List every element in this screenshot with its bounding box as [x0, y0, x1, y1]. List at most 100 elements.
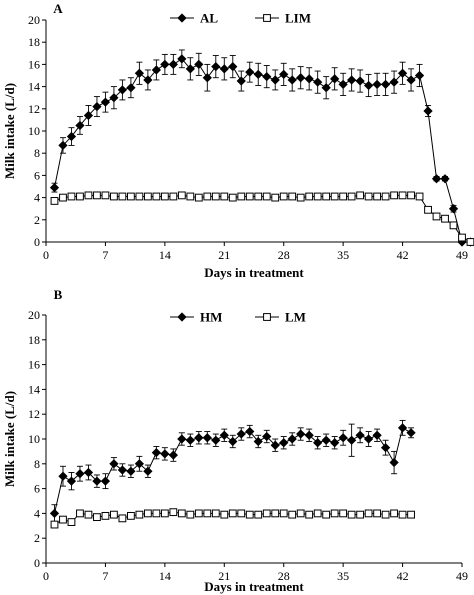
x-tick-label: 21 — [218, 248, 230, 262]
legend-label: AL — [200, 11, 218, 26]
data-point-hm — [202, 433, 212, 443]
data-point-lm — [373, 509, 382, 518]
data-point-al — [313, 77, 323, 87]
y-tick-label: 16 — [28, 358, 40, 372]
data-point-lim — [211, 192, 220, 201]
legend-item-hm: HM — [170, 310, 222, 325]
data-point-hm — [58, 471, 68, 481]
data-point-lm — [254, 510, 263, 519]
x-tick-label: 49 — [456, 569, 468, 583]
data-point-lim — [330, 192, 339, 201]
data-point-hm — [211, 435, 221, 445]
data-point-lm — [126, 511, 135, 520]
legend: AL LIM — [170, 11, 311, 26]
data-point-al — [100, 97, 111, 107]
data-point-lm — [211, 509, 220, 518]
data-point-al — [287, 75, 297, 85]
data-point-al — [177, 54, 187, 64]
data-point-hm — [219, 430, 229, 440]
data-point-lim — [194, 193, 203, 202]
y-tick-label: 4 — [34, 191, 40, 205]
data-point-lim — [76, 192, 84, 201]
x-tick-label: 7 — [102, 569, 108, 583]
data-point-lim — [126, 192, 135, 201]
data-point-hm — [160, 449, 170, 459]
data-point-al — [448, 204, 459, 214]
data-point-lim — [245, 192, 254, 201]
data-point-al — [440, 174, 450, 184]
chart-panel-b: 0 2 4 6 8 10 12 14 16 18 20 0 7 14 21 28 35 42 49 Days in t… — [2, 287, 468, 594]
data-point-lim — [262, 192, 271, 201]
data-point-lm — [152, 509, 161, 518]
data-point-lim — [313, 192, 322, 201]
data-point-lm — [262, 509, 271, 518]
data-point-lm — [186, 510, 195, 519]
data-point-al — [109, 93, 119, 103]
chart-panel-a: 0 2 4 6 8 10 12 14 16 18 20 0 7 14 21 28 35 42 49 Days in t… — [2, 1, 474, 280]
data-point-lm — [220, 510, 229, 519]
data-point-hm — [134, 459, 145, 469]
data-point-lm — [271, 509, 280, 518]
data-point-lim — [441, 214, 449, 223]
data-point-al — [126, 83, 136, 93]
data-point-lim — [203, 192, 212, 201]
x-tick-label: 28 — [278, 569, 290, 583]
data-point-lim — [254, 192, 263, 201]
data-point-lm — [305, 510, 314, 519]
y-tick-label: 20 — [28, 13, 40, 27]
y-tick-label: 0 — [34, 556, 40, 570]
data-point-lm — [50, 520, 59, 529]
data-point-lm — [279, 509, 288, 518]
data-point-al — [49, 182, 60, 193]
data-point-lm — [313, 509, 322, 518]
x-tick-label: 35 — [337, 569, 349, 583]
data-point-hm — [245, 426, 255, 437]
data-point-al — [168, 59, 178, 70]
data-point-lim — [118, 192, 127, 201]
data-point-lm — [228, 509, 237, 518]
x-tick-label: 0 — [43, 248, 49, 262]
data-point-lim — [288, 192, 297, 201]
data-point-lm — [84, 510, 93, 519]
data-point-lim — [169, 192, 178, 201]
data-point-lim — [110, 192, 118, 201]
legend-label: LM — [285, 310, 306, 325]
data-point-hm — [109, 459, 119, 469]
data-point-lim — [305, 192, 314, 201]
data-point-al — [219, 64, 229, 74]
data-point-lim — [339, 192, 348, 201]
data-point-lim — [381, 192, 390, 201]
y-tick-label: 6 — [34, 482, 40, 496]
y-tick-label: 18 — [28, 35, 40, 49]
data-point-lm — [203, 509, 212, 518]
data-point-hm — [262, 431, 272, 442]
data-point-lim — [407, 191, 415, 200]
data-point-al — [134, 68, 145, 78]
data-point-lm — [143, 509, 152, 518]
data-point-lim — [373, 192, 382, 201]
data-point-lm — [288, 510, 297, 519]
legend-item-lm: LM — [255, 310, 306, 325]
data-point-al — [321, 83, 331, 93]
data-point-hm — [75, 469, 85, 479]
data-point-al — [202, 73, 212, 83]
data-point-lm — [169, 508, 178, 517]
legend-marker — [177, 312, 187, 322]
data-point-lm — [390, 509, 398, 518]
data-point-lim — [160, 192, 169, 201]
y-tick-label: 10 — [28, 432, 40, 446]
data-point-hm — [363, 434, 374, 444]
y-tick-label: 18 — [28, 333, 40, 347]
data-point-lm — [67, 518, 76, 526]
data-point-hm — [347, 435, 357, 445]
x-tick-label: 0 — [43, 569, 49, 583]
data-point-lim — [424, 205, 432, 214]
x-tick-label: 28 — [278, 248, 290, 262]
data-point-hm — [338, 433, 348, 443]
data-point-lm — [356, 510, 365, 519]
data-point-al — [347, 75, 357, 85]
data-point-lm — [194, 509, 203, 518]
data-point-lim — [390, 191, 398, 200]
y-axis-title: Milk intake (L/d) — [2, 391, 17, 487]
data-point-al — [245, 67, 255, 77]
